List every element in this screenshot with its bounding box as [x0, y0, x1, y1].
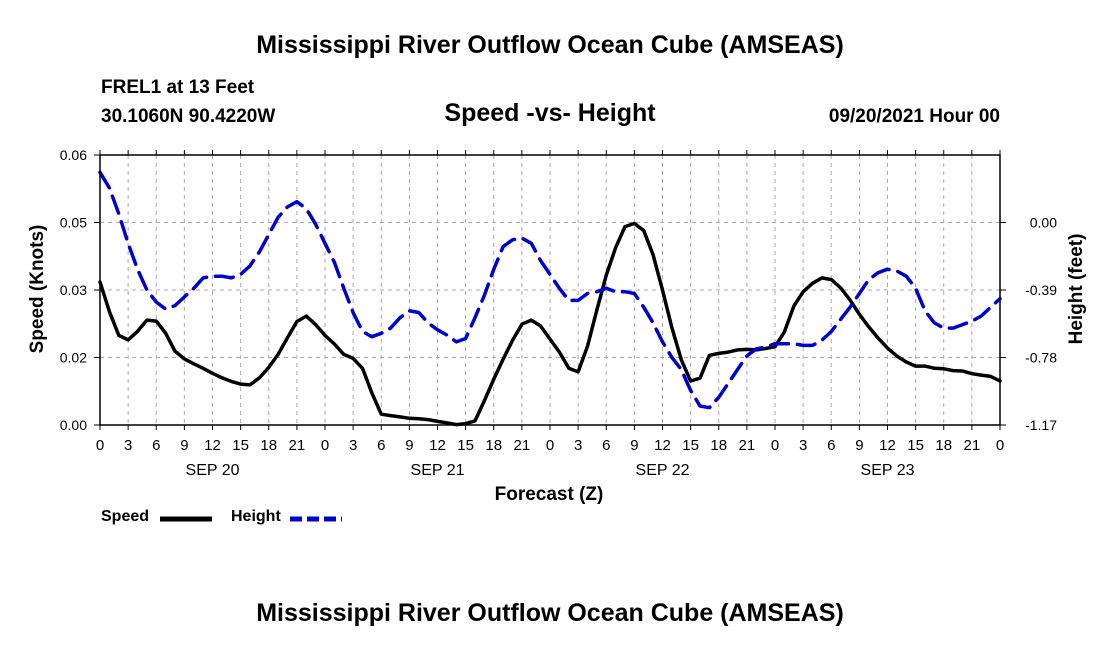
y-tick-label: 0.00: [60, 417, 87, 433]
x-tick-label: 6: [152, 437, 160, 454]
y2-tick-label: -0.78: [1025, 350, 1057, 366]
x-tick-label: 18: [485, 437, 502, 454]
x-tick-label: 18: [710, 437, 727, 454]
y2-tick-label: 0.00: [1030, 215, 1057, 231]
series: [98, 170, 1002, 427]
x-tick-label: 9: [180, 437, 188, 454]
y-tick-label: 0.02: [60, 350, 87, 366]
x-tick-label: 21: [289, 437, 306, 454]
x-tick-label: 18: [260, 437, 277, 454]
x-day-label: SEP 21: [411, 462, 465, 479]
x-tick-label: 21: [964, 437, 981, 454]
x-day-label: SEP 22: [636, 462, 690, 479]
station-name: FREL1 at 13 Feet: [101, 77, 255, 98]
x-axis-label: Forecast (Z): [495, 484, 604, 505]
x-tick-label: 0: [771, 437, 779, 454]
x-tick-label: 12: [654, 437, 671, 454]
x-tick-label: 15: [907, 437, 924, 454]
x-tick-label: 3: [349, 437, 357, 454]
chart-subtitle: Speed -vs- Height: [444, 99, 656, 127]
x-tick-label: 15: [682, 437, 699, 454]
y-axis-label: Speed (Knots): [27, 225, 48, 354]
x-tick-label: 21: [739, 437, 756, 454]
x-tick-label: 3: [124, 437, 132, 454]
x-tick-label: 12: [879, 437, 896, 454]
x-tick-label: 12: [204, 437, 221, 454]
x-tick-label: 21: [514, 437, 531, 454]
x-tick-label: 15: [457, 437, 474, 454]
x-tick-label: 12: [429, 437, 446, 454]
x-tick-label: 3: [799, 437, 807, 454]
station-coords: 30.1060N 90.4220W: [101, 106, 276, 127]
y-tick-label: 0.06: [60, 147, 87, 163]
legend-speed-swatch: [160, 516, 212, 522]
forecast-datetime: 09/20/2021 Hour 00: [828, 106, 1000, 127]
footer-title: Mississippi River Outflow Ocean Cube (AM…: [256, 599, 844, 627]
x-tick-label: 9: [855, 437, 863, 454]
x-tick-label: 15: [232, 437, 249, 454]
x-day-label: SEP 20: [186, 462, 240, 479]
y-tick-label: 0.03: [60, 282, 87, 298]
axes: 0 3 6 9 12 15 18 21 0 3 6 9 12 15 18 21 0 3 6 9 12 15 18 21 0 3 6 9…: [60, 147, 1057, 479]
series-line-height: [98, 170, 1002, 410]
x-tick-label: 18: [935, 437, 952, 454]
x-tick-label: 0: [321, 437, 329, 454]
x-tick-label: 0: [546, 437, 554, 454]
y2-tick-label: -1.17: [1025, 417, 1057, 433]
legend-height-swatch: [290, 516, 342, 522]
grid: [100, 155, 1000, 425]
y2-axis-label: Height (feet): [1066, 234, 1087, 345]
legend-height-label: Height: [231, 508, 281, 525]
series-line-speed: [98, 221, 1002, 427]
x-tick-label: 6: [377, 437, 385, 454]
x-tick-label: 3: [574, 437, 582, 454]
x-tick-label: 6: [827, 437, 835, 454]
x-tick-label: 9: [630, 437, 638, 454]
x-tick-label: 6: [602, 437, 610, 454]
y-tick-label: 0.05: [60, 215, 87, 231]
x-tick-label: 0: [996, 437, 1004, 454]
x-tick-label: 0: [96, 437, 104, 454]
x-day-label: SEP 23: [861, 462, 915, 479]
legend-speed-label: Speed: [101, 508, 150, 525]
y2-tick-label: -0.39: [1025, 282, 1057, 298]
chart-title: Mississippi River Outflow Ocean Cube (AM…: [256, 31, 844, 59]
x-tick-label: 9: [405, 437, 413, 454]
